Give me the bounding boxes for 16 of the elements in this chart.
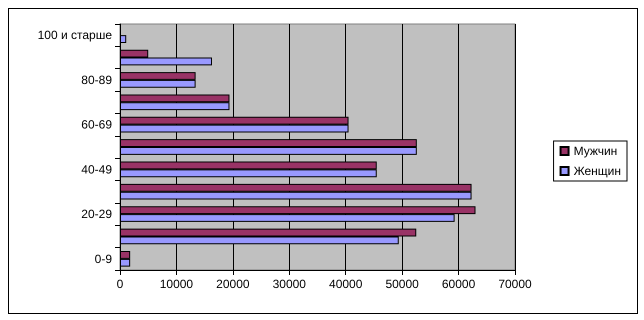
x-tick-label: 10000 [160,277,194,291]
x-tick-label: 60000 [442,277,476,291]
x-tick-label: 30000 [272,277,306,291]
y-tick-label: 60-69 [81,118,112,132]
y-tick-label: 20-29 [81,207,112,222]
legend-label: Мужчин [574,144,618,158]
y-tick-label: 40-49 [81,162,112,176]
y-tick-label: 80-89 [81,72,112,87]
x-tick-label: 0 [116,277,124,291]
y-tick-label: 0-9 [94,252,112,266]
legend-label: Женщин [574,164,621,178]
x-tick-label: 50000 [385,277,420,291]
x-tick-label: 40000 [329,277,363,291]
x-tick-label: 20000 [216,277,250,291]
y-tick-label: 100 и старше [38,28,112,42]
x-tick-label: 70000 [498,277,532,291]
